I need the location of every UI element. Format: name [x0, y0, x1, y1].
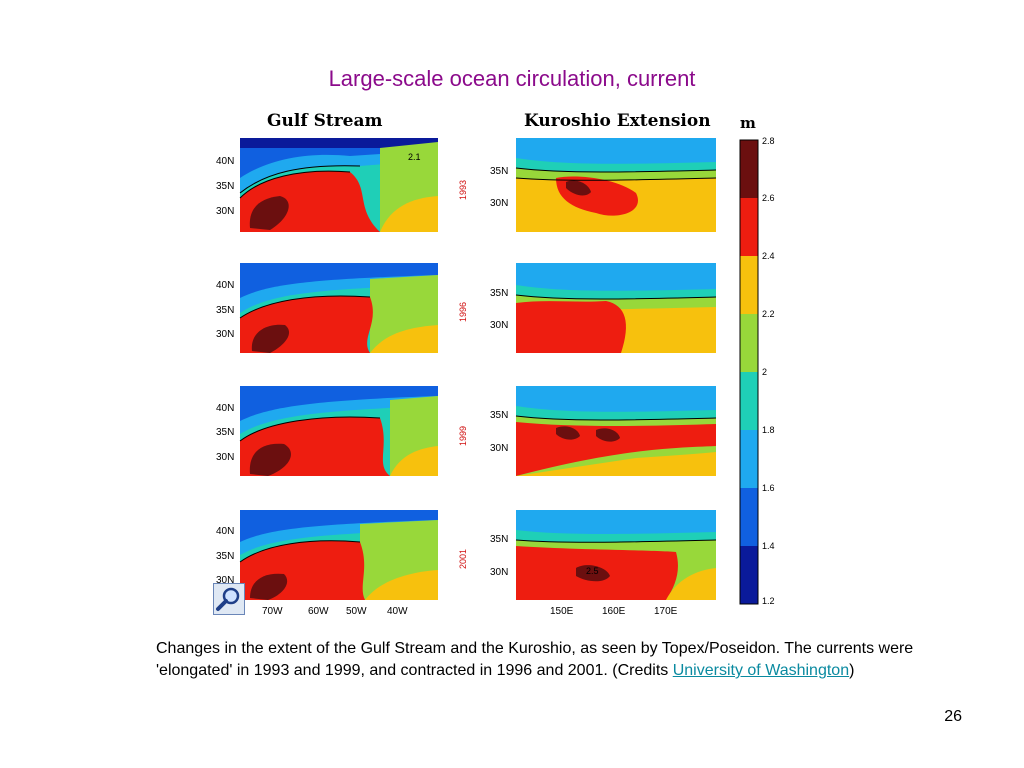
- svg-text:30N: 30N: [216, 452, 234, 463]
- page-number: 26: [944, 708, 962, 725]
- colorbar-band: [740, 140, 758, 198]
- svg-text:2.5: 2.5: [586, 566, 599, 576]
- svg-text:35N: 35N: [216, 181, 234, 192]
- gulf-stream-title: Gulf Stream: [267, 111, 382, 131]
- gulf-panel-1993: 2.1: [239, 138, 438, 232]
- kuroshio-lat-labels: 35N 30N 35N 30N 35N 30N 35N 30N: [490, 166, 508, 578]
- svg-text:30N: 30N: [490, 320, 508, 331]
- gulf-panel-1999: [239, 386, 438, 476]
- kuroshio-panel-1993: [515, 138, 717, 232]
- svg-text:35N: 35N: [490, 288, 508, 299]
- caption-end: ): [849, 662, 855, 679]
- slide-title: Large-scale ocean circulation, current: [328, 66, 696, 91]
- colorbar-band: [740, 198, 758, 256]
- svg-text:1.8: 1.8: [762, 425, 775, 435]
- colorbar-band: [740, 488, 758, 546]
- svg-text:30N: 30N: [490, 443, 508, 454]
- svg-text:2.6: 2.6: [762, 193, 775, 203]
- svg-text:40N: 40N: [216, 526, 234, 537]
- svg-text:150E: 150E: [550, 606, 574, 617]
- svg-text:40W: 40W: [387, 606, 408, 617]
- svg-text:50W: 50W: [346, 606, 367, 617]
- svg-text:35N: 35N: [490, 410, 508, 421]
- svg-text:1.2: 1.2: [762, 596, 775, 606]
- svg-text:30N: 30N: [216, 206, 234, 217]
- colorbar-band: [740, 372, 758, 430]
- credit-link[interactable]: University of Washington: [672, 662, 850, 679]
- kuroshio-lon-labels: 150E 160E 170E: [550, 606, 678, 617]
- svg-text:30N: 30N: [490, 198, 508, 209]
- svg-text:30N: 30N: [490, 567, 508, 578]
- gulf-panel-1996: [239, 263, 438, 353]
- svg-text:2.8: 2.8: [762, 136, 775, 146]
- svg-text:2.4: 2.4: [762, 251, 775, 261]
- svg-text:160E: 160E: [602, 606, 626, 617]
- gulf-lon-labels: 70W 60W 50W 40W: [262, 606, 408, 617]
- svg-text:2001: 2001: [458, 549, 468, 569]
- svg-text:30N: 30N: [216, 575, 234, 586]
- svg-text:2.1: 2.1: [408, 152, 421, 162]
- kuroshio-panel-2001: 2.5: [515, 510, 717, 600]
- svg-text:35N: 35N: [216, 427, 234, 438]
- colorbar-band: [740, 314, 758, 372]
- svg-text:70W: 70W: [262, 606, 283, 617]
- svg-text:60W: 60W: [308, 606, 329, 617]
- kuroshio-title: Kuroshio Extension: [524, 111, 711, 131]
- svg-text:40N: 40N: [216, 403, 234, 414]
- colorbar-band: [740, 546, 758, 604]
- svg-text:30N: 30N: [216, 329, 234, 340]
- svg-text:40N: 40N: [216, 156, 234, 167]
- svg-text:35N: 35N: [216, 551, 234, 562]
- kuroshio-panel-1999: [515, 386, 717, 476]
- colorbar-unit: m: [740, 114, 756, 132]
- svg-text:1.4: 1.4: [762, 541, 775, 551]
- kuroshio-panel-1996: [515, 263, 717, 353]
- magnifier-icon[interactable]: [213, 583, 245, 615]
- figure-caption: Changes in the extent of the Gulf Stream…: [156, 638, 916, 682]
- svg-text:170E: 170E: [654, 606, 678, 617]
- caption-text: Changes in the extent of the Gulf Stream…: [156, 640, 914, 679]
- year-labels: 1993 1996 1999 2001: [458, 180, 468, 569]
- gulf-panel-2001: [239, 510, 438, 600]
- colorbar-band: [740, 430, 758, 488]
- svg-text:40N: 40N: [216, 280, 234, 291]
- svg-text:2.2: 2.2: [762, 309, 775, 319]
- gulf-lat-labels: 40N 35N 30N 40N 35N 30N 40N 35N 30N 40N …: [216, 156, 234, 586]
- svg-text:35N: 35N: [490, 166, 508, 177]
- svg-text:1996: 1996: [458, 302, 468, 322]
- svg-text:2: 2: [762, 367, 767, 377]
- colorbar-ticks: 2.8 2.6 2.4 2.2 2 1.8 1.6 1.4 1.2: [762, 136, 775, 606]
- colorbar: [739, 139, 759, 605]
- svg-text:1.6: 1.6: [762, 483, 775, 493]
- colorbar-band: [740, 256, 758, 314]
- ocean-circulation-figure: Gulf Stream Kuroshio Extension m 2.1: [212, 108, 778, 618]
- svg-text:1999: 1999: [458, 426, 468, 446]
- svg-text:35N: 35N: [490, 534, 508, 545]
- svg-text:1993: 1993: [458, 180, 468, 200]
- svg-text:35N: 35N: [216, 305, 234, 316]
